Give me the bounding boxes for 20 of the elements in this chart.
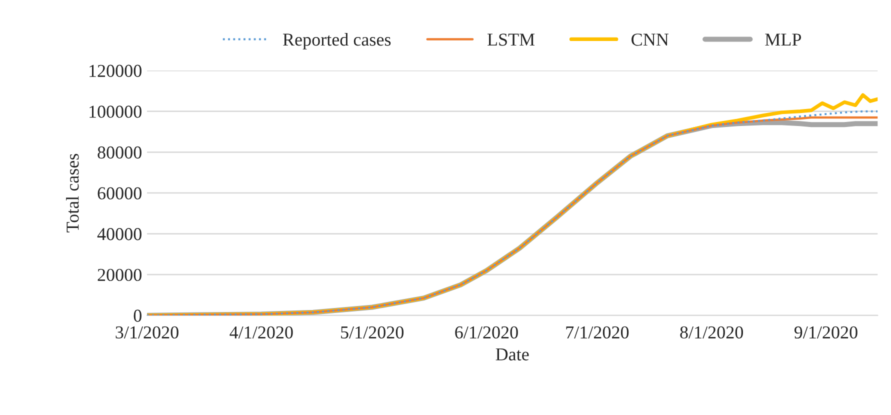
- x-tick-label: 6/1/2020: [455, 326, 518, 339]
- x-tick-label: 4/1/2020: [230, 326, 293, 339]
- x-tick-label: 8/1/2020: [680, 326, 743, 339]
- x-tick-label: 5/1/2020: [341, 326, 404, 339]
- legend-label: MLP: [765, 34, 802, 46]
- y-tick-label: 40000: [97, 228, 142, 240]
- y-tick-label: 80000: [98, 146, 142, 159]
- x-tick-label: 3/1/2020: [116, 326, 178, 339]
- legend-label: Reported cases: [282, 33, 391, 50]
- x-tick-label: 7/1/2020: [566, 326, 629, 339]
- y-tick-label: 0: [134, 310, 142, 322]
- y-axis-title: Total cases: [66, 154, 79, 232]
- legend-label: CNN: [632, 34, 669, 46]
- y-tick-label: 60000: [98, 187, 142, 200]
- x-axis-title: Date: [496, 348, 529, 360]
- y-tick-label: 120000: [90, 64, 142, 77]
- y-tick-label: 20000: [98, 268, 142, 282]
- legend-label: LSTM: [487, 34, 535, 46]
- y-tick-label: 100000: [90, 106, 142, 118]
- x-tick-label: 9/1/2020: [794, 326, 858, 339]
